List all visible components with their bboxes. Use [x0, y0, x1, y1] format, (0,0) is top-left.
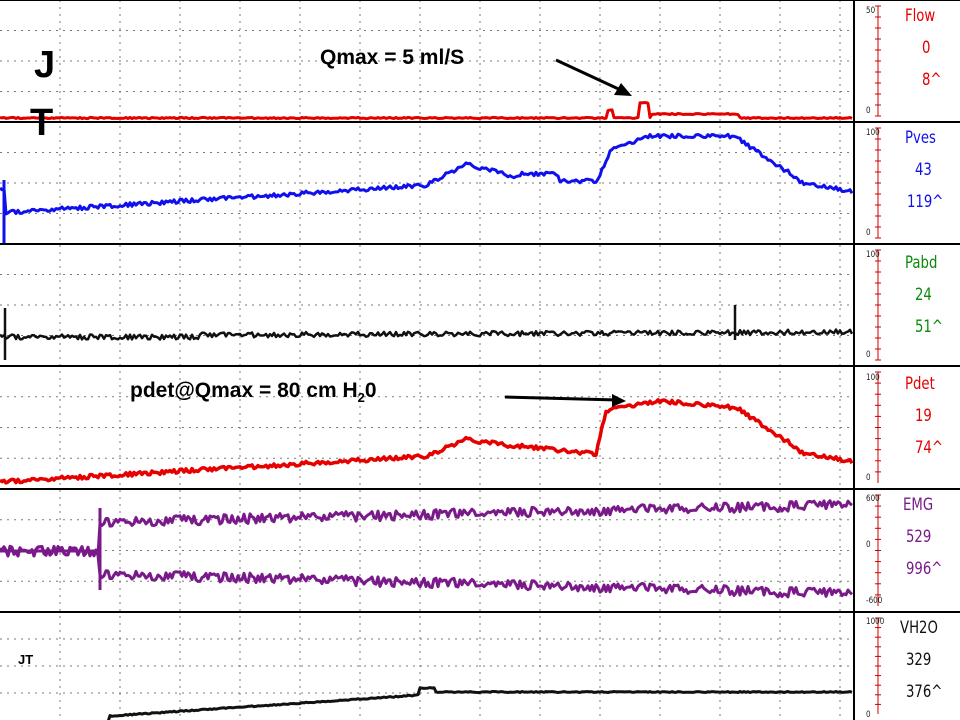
initials-small: JT [18, 652, 34, 667]
pdet-label: Pdet [905, 374, 935, 394]
pdet-arrow-line [504, 395, 619, 402]
pabd-value-max: 51^ [915, 317, 943, 337]
pdet-value-current: 19 [915, 406, 932, 426]
pdet-annotation-text: pdet@Qmax = 80 cm H [130, 379, 358, 402]
pdet-annotation: pdet@Qmax = 80 cm H20 [130, 379, 377, 405]
pdet-value-max: 74^ [915, 438, 943, 458]
flow-value-current: 0 [922, 38, 931, 58]
emg-scale-top: 600 [866, 494, 880, 504]
pdet-trace [0, 398, 854, 485]
emg-scale-mid: 0 [866, 540, 871, 550]
qmax-arrow-line [555, 58, 626, 94]
emg-upper-trace [0, 499, 854, 558]
pdet-scale-top: 100 [866, 373, 880, 383]
pves-value-max: 119^ [907, 192, 944, 212]
emg-lower-trace [0, 544, 854, 599]
pabd-scale-top: 100 [866, 250, 880, 260]
emg-value-max: 996^ [906, 559, 943, 579]
pves-trace [0, 132, 854, 216]
vh2o-value-current: 329 [906, 650, 932, 670]
vh2o-trace [12, 686, 853, 720]
vh2o-scale-top: 1000 [866, 617, 885, 627]
pdet-annotation-suffix: 0 [364, 379, 377, 402]
emg-label: EMG [903, 495, 934, 515]
qmax-arrow-head [614, 83, 632, 96]
pves-scale-bottom: 0 [866, 228, 871, 238]
vh2o-scale-bottom: 0 [866, 710, 871, 720]
pabd-trace [0, 328, 854, 341]
pdet-arrow-head [612, 394, 626, 407]
pdet-scale-bottom: 0 [866, 473, 871, 483]
vh2o-label: VH2O [900, 618, 938, 638]
pves-label: Pves [905, 128, 936, 148]
emg-value-current: 529 [906, 527, 932, 547]
flow-scale-top: 50 [866, 6, 876, 16]
initials-t: T [30, 102, 54, 144]
vh2o-value-max: 376^ [906, 682, 943, 702]
flow-trace [0, 101, 853, 121]
pabd-scale-bottom: 0 [866, 350, 871, 360]
flow-label: Flow [905, 6, 936, 26]
emg-scale-bottom: -600 [866, 596, 883, 606]
qmax-annotation: Qmax = 5 ml/S [320, 46, 465, 69]
pabd-value-current: 24 [915, 285, 932, 305]
flow-scale-bottom: 0 [866, 106, 871, 116]
pabd-label: Pabd [905, 253, 938, 273]
flow-value-max: 8^ [922, 70, 942, 90]
pves-value-current: 43 [915, 160, 932, 180]
initials-j: J [34, 44, 56, 86]
pves-scale-top: 100 [866, 128, 880, 138]
pdet-annotation-subscript: 2 [357, 390, 365, 406]
